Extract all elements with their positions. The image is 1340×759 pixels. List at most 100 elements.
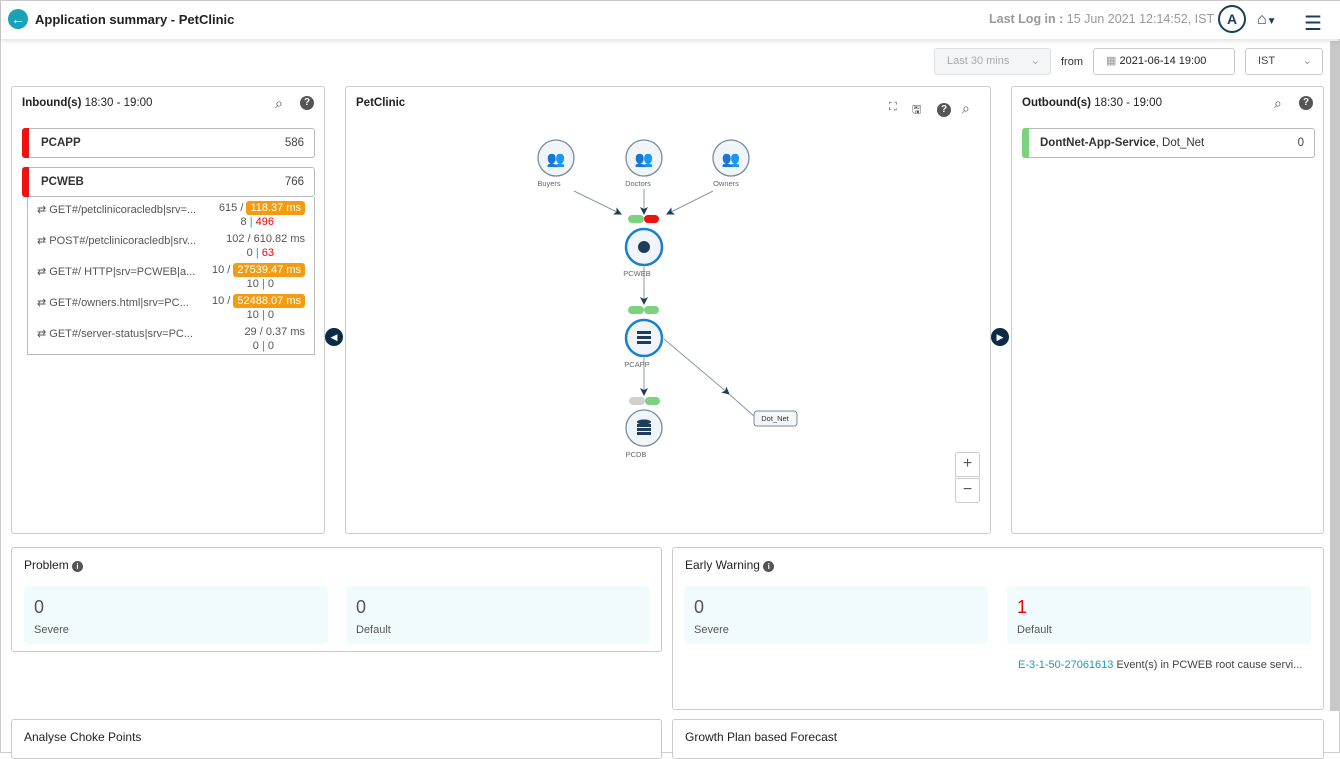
info-icon[interactable]: i — [72, 561, 84, 572]
from-date-input[interactable]: ▦ 2021-06-14 19:00 — [1093, 48, 1235, 75]
info-icon[interactable]: i — [763, 561, 775, 572]
transaction-stats: 615 / 118.37 ms — [219, 201, 305, 215]
swap-icon: ⇄ — [37, 266, 47, 278]
collapse-left-icon[interactable]: ◀ — [325, 328, 343, 346]
event-row: E-3-1-50-27061613 Event(s) in PCWEB root… — [1018, 659, 1302, 671]
chevron-down-icon: ⌄ — [1302, 55, 1312, 67]
outbound-title: Outbound(s) 18:30 - 19:00 — [1022, 97, 1162, 109]
save-icon[interactable]: 🖫 — [912, 104, 922, 116]
error-counts: 0 | 0 — [252, 340, 274, 352]
node-label: Dot_Net — [761, 414, 789, 423]
transaction-stats: 10 / 52488.07 ms — [212, 294, 305, 308]
service-count: 586 — [284, 137, 304, 149]
severe-label: Severe — [34, 624, 69, 636]
node-owners — [712, 139, 750, 177]
outbound-service[interactable]: DontNet-App-Service, Dot_Net 0 — [1022, 128, 1315, 158]
status-pill-ok — [645, 397, 660, 405]
time-range-select[interactable]: Last 30 mins ⌄ — [934, 48, 1051, 75]
last-login-label: Last Log in : — [989, 12, 1064, 26]
error-counts: 0 | 63 — [246, 247, 274, 259]
default-count: 1 — [1017, 597, 1028, 617]
transaction-row[interactable]: ⇄ GET#/ HTTP|srv=PCWEB|a... 10 / 27539.4… — [28, 261, 315, 292]
app-header: ← Application summary - PetClinic Last L… — [1, 1, 1340, 39]
severe-count: 0 — [694, 597, 705, 617]
problem-severe-card[interactable]: 0 Severe — [24, 586, 328, 644]
node-label: Buyers — [537, 179, 561, 188]
avatar[interactable]: A — [1218, 5, 1246, 33]
ew-severe-card[interactable]: 0 Severe — [684, 586, 988, 644]
status-pill-ok — [628, 306, 644, 314]
status-pill-neutral — [629, 397, 645, 405]
calendar-icon: ▦ — [1106, 55, 1117, 67]
status-pill-ok — [644, 306, 659, 314]
problem-title: Problem i — [24, 558, 84, 572]
search-icon[interactable]: ⌕ — [962, 100, 970, 116]
response-time: 52488.07 ms — [233, 294, 305, 308]
topology-panel: PetClinic ⛶ 🖫 ? ⌕ + − — [345, 86, 991, 534]
search-icon[interactable]: ⌕ — [1274, 95, 1282, 111]
event-link[interactable]: E-3-1-50-27061613 — [1018, 659, 1114, 671]
status-bar — [22, 167, 29, 197]
globe-icon — [638, 241, 650, 253]
edge-owners-pcweb — [666, 190, 714, 215]
default-label: Default — [1017, 624, 1052, 636]
severe-count: 0 — [34, 597, 45, 617]
edge-pcapp-dotnet — [663, 338, 730, 395]
default-count: 0 — [356, 597, 367, 617]
swap-icon: ⇄ — [37, 204, 47, 216]
help-icon[interactable]: ? — [937, 103, 951, 117]
severe-label: Severe — [694, 624, 729, 636]
response-time: 0.37 ms — [265, 326, 305, 338]
service-type: , Dot_Net — [1155, 137, 1205, 149]
problem-default-card[interactable]: 0 Default — [346, 586, 650, 644]
timezone-select[interactable]: IST ⌄ — [1245, 48, 1323, 75]
hamburger-menu-icon[interactable]: ☰ — [1304, 13, 1322, 35]
transaction-row[interactable]: ⇄ GET#/server-status|srv=PC... 29 / 0.37… — [28, 323, 315, 354]
response-time: 610.82 ms — [253, 233, 305, 245]
choke-points-panel: Analyse Choke Points — [11, 719, 662, 759]
response-time: 118.37 ms — [246, 201, 305, 215]
inbound-service-pcweb[interactable]: PCWEB 766 — [22, 167, 315, 197]
search-icon[interactable]: ⌕ — [275, 95, 283, 111]
zoom-out-button[interactable]: − — [955, 478, 980, 503]
fullscreen-icon[interactable]: ⛶ — [889, 101, 897, 113]
status-pill-ok — [628, 215, 644, 223]
last-login-value: 15 Jun 2021 12:14:52, IST — [1066, 12, 1215, 26]
error-counts: 10 | 0 — [246, 278, 274, 290]
help-icon[interactable]: ? — [300, 96, 314, 110]
inbound-title: Inbound(s) 18:30 - 19:00 — [22, 97, 153, 109]
swap-icon: ⇄ — [37, 235, 47, 247]
expand-right-icon[interactable]: ▶ — [991, 328, 1009, 346]
node-buyers — [537, 139, 575, 177]
choke-points-title: Analyse Choke Points — [24, 730, 142, 744]
home-menu-icon[interactable]: ⌂▼ — [1257, 11, 1277, 28]
time-range-value: Last 30 mins — [947, 55, 1010, 67]
scrollbar[interactable] — [1330, 41, 1340, 711]
outbound-time: 18:30 - 19:00 — [1094, 97, 1162, 109]
from-date-value: 2021-06-14 19:00 — [1119, 55, 1207, 67]
ew-default-card[interactable]: 1 Default — [1007, 586, 1311, 644]
status-bar — [1022, 128, 1029, 158]
node-doctors — [625, 139, 663, 177]
transaction-name: ⇄ GET#/server-status|srv=PC... — [37, 328, 194, 340]
transaction-row[interactable]: ⇄ GET#/owners.html|srv=PC... 10 / 52488.… — [28, 292, 315, 323]
swap-icon: ⇄ — [37, 328, 47, 340]
transaction-row[interactable]: ⇄ GET#/petclinicoracledb|srv=... 615 / 1… — [28, 199, 315, 230]
transaction-row[interactable]: ⇄ POST#/petclinicoracledb|srv... 102 / 6… — [28, 230, 315, 261]
transaction-stats: 102 / 610.82 ms — [226, 233, 305, 245]
back-button[interactable]: ← — [8, 9, 28, 29]
event-text: Event(s) in PCWEB root cause servi... — [1116, 659, 1303, 671]
database-icon — [637, 419, 651, 435]
status-bar — [22, 128, 29, 158]
help-icon[interactable]: ? — [1299, 96, 1313, 110]
zoom-in-button[interactable]: + — [955, 452, 980, 477]
growth-forecast-panel: Growth Plan based Forecast — [672, 719, 1324, 759]
users-icon: 👥 — [547, 151, 566, 168]
inbound-service-pcapp[interactable]: PCAPP 586 — [22, 128, 315, 158]
server-icon — [637, 331, 651, 344]
outbound-panel: Outbound(s) 18:30 - 19:00 ⌕ ? DontNet-Ap… — [1011, 86, 1324, 534]
growth-forecast-title: Growth Plan based Forecast — [685, 730, 838, 744]
users-icon: 👥 — [722, 151, 741, 168]
users-icon: 👥 — [635, 151, 654, 168]
early-warning-panel: Early Warning i 0 Severe 1 Default E-3-1-5… — [672, 547, 1324, 710]
